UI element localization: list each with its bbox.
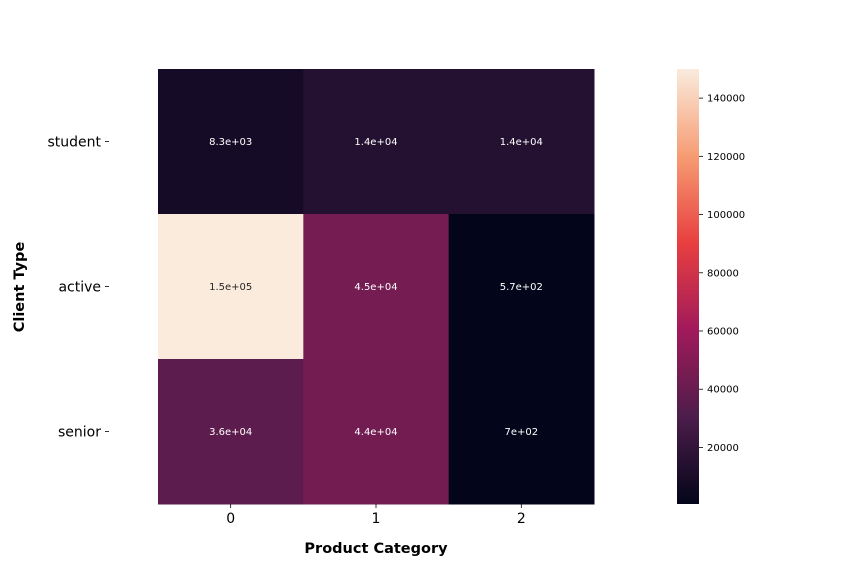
heatmap-cell — [448, 359, 595, 505]
cell-value-label: 1.4e+04 — [500, 137, 543, 148]
cell-value-label: 7e+02 — [505, 427, 539, 438]
cell-value-label: 3.6e+04 — [209, 427, 252, 438]
cell-value-label: 4.5e+04 — [354, 282, 397, 293]
y-tick-label: senior — [58, 425, 101, 441]
colorbar-tick-label: 80000 — [707, 268, 739, 279]
colorbar-tick-label: 40000 — [707, 385, 739, 396]
x-axis: 0 1 2 — [226, 504, 526, 527]
colorbar-tick-label: 60000 — [707, 326, 739, 337]
heatmap-cell — [158, 359, 304, 505]
heatmap-cell — [303, 69, 450, 215]
y-axis-title: Client Type — [12, 242, 28, 333]
colorbar-gradient — [677, 69, 699, 504]
cell-value-label: 5.7e+02 — [500, 282, 543, 293]
heatmap-cell — [158, 69, 304, 215]
y-tick-label: active — [58, 280, 101, 296]
heatmap-cell — [158, 214, 304, 360]
x-tick-label: 2 — [517, 511, 526, 527]
cell-value-label: 8.3e+03 — [209, 137, 252, 148]
heatmap-cell-labels: 8.3e+03 1.4e+04 1.4e+04 1.5e+05 4.5e+04 5.7e+… — [209, 137, 543, 438]
y-axis: student active senior — [47, 135, 109, 441]
colorbar-ticks: 20000 40000 60000 80000 100000 120000 140000 — [699, 94, 745, 454]
colorbar-tick-label: 100000 — [707, 210, 745, 221]
colorbar-tick-label: 120000 — [707, 152, 745, 163]
heatmap-cell — [448, 214, 595, 360]
heatmap-cell — [303, 359, 450, 505]
x-axis-title: Product Category — [304, 541, 448, 557]
y-tick-label: student — [47, 135, 101, 151]
heatmap-cells — [158, 69, 595, 505]
heatmap-cell — [448, 69, 595, 215]
cell-value-label: 1.5e+05 — [209, 282, 252, 293]
x-tick-label: 1 — [372, 511, 381, 527]
cell-value-label: 1.4e+04 — [354, 137, 397, 148]
x-tick-label: 0 — [226, 511, 235, 527]
cell-value-label: 4.4e+04 — [354, 427, 397, 438]
colorbar-tick-label: 20000 — [707, 443, 739, 454]
colorbar-tick-label: 140000 — [707, 94, 745, 105]
heatmap-cell — [303, 214, 450, 360]
colorbar — [677, 69, 699, 504]
